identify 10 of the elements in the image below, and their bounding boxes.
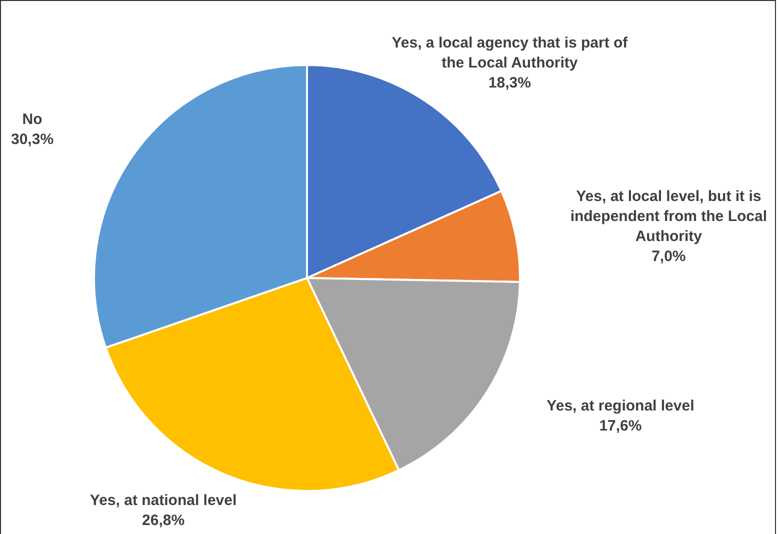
slice-label: Yes, at local level, but it is independent from the Local Authority — [570, 188, 768, 246]
slice-label: Yes, at regional level — [546, 397, 694, 414]
slice-label: Yes, at national level — [90, 492, 237, 510]
data-label: 7,0% — [652, 248, 686, 266]
slice-label: No — [22, 110, 42, 128]
data-label: 17,6% — [599, 417, 642, 434]
slice-label: Yes, a local agency that is part of the Local Authority — [392, 34, 629, 72]
data-label: 18,3% — [488, 74, 531, 92]
data-label: 26,8% — [142, 512, 185, 530]
data-label: 30,3% — [10, 130, 54, 148]
